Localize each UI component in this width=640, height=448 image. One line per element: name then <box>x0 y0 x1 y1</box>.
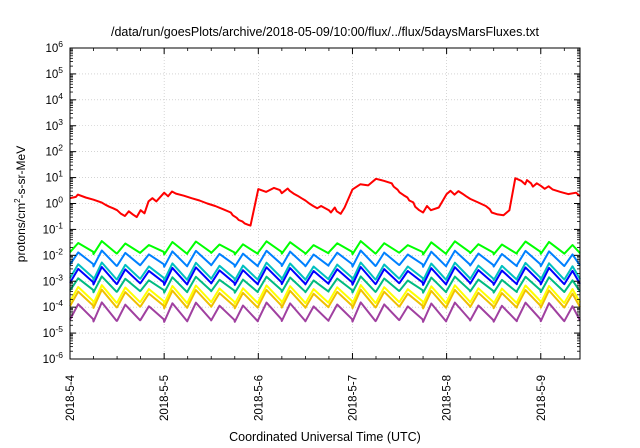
y-tick-label-base: 10 <box>43 224 56 236</box>
y-tick-label-base: 10 <box>45 95 58 107</box>
y-tick-label-exp: 5 <box>58 65 63 75</box>
flux-series-line <box>69 288 581 310</box>
y-tick-label-base: 10 <box>43 328 56 340</box>
y-tick-label-exp: 1 <box>58 169 63 179</box>
y-tick-label-base: 10 <box>45 69 58 81</box>
y-tick-label-base: 10 <box>43 276 56 288</box>
y-tick-label-exp: 0 <box>58 195 63 205</box>
y-axis: 10-610-510-410-310-210-11001011021031041… <box>43 39 580 366</box>
y-tick-label-base: 10 <box>45 43 58 55</box>
y-tick-label-exp: -2 <box>55 246 63 256</box>
y-tick-label: 103 <box>45 117 63 133</box>
flux-series-line <box>69 240 581 256</box>
y-tick-label-base: 10 <box>45 199 58 211</box>
plot-lines <box>69 177 581 323</box>
flux-series-line <box>69 266 581 286</box>
y-tick-label-exp: -3 <box>55 272 63 282</box>
y-tick-label-exp: 2 <box>58 143 63 153</box>
y-tick-label-exp: -6 <box>55 350 63 360</box>
y-tick-label-base: 10 <box>43 250 56 262</box>
y-tick-label-exp: 3 <box>58 117 63 127</box>
x-tick-label: 2018-5-7 <box>347 375 359 421</box>
y-tick-label: 102 <box>45 143 63 159</box>
x-axis: 2018-5-4 2018-5-5 2018-5-6 2018-5-7 2018-5-8… <box>65 48 565 421</box>
y-tick-label: 106 <box>45 39 63 55</box>
flux-series-line <box>69 275 581 294</box>
y-tick-label: 10-4 <box>43 298 64 314</box>
y-tick-label-exp: 4 <box>58 91 63 101</box>
grid <box>69 47 580 360</box>
flux-series-line-main <box>69 177 581 227</box>
y-tick-label: 101 <box>45 169 63 185</box>
chart-title: /data/run/goesPlots/archive/2018-05-09/1… <box>111 25 540 39</box>
y-axis-label-rest: -s-sr-MeV <box>14 146 28 199</box>
x-tick-label: 2018-5-4 <box>65 374 77 421</box>
x-tick-label: 2018-5-8 <box>442 375 454 421</box>
y-tick-label: 10-2 <box>43 246 64 262</box>
x-axis-label: Coordinated Universal Time (UTC) <box>229 430 421 444</box>
y-tick-label-base: 10 <box>45 173 58 185</box>
flux-series-line <box>69 261 581 282</box>
y-tick-label: 105 <box>45 65 63 81</box>
y-axis-label-base: protons/cm <box>14 203 28 262</box>
y-tick-label: 10-1 <box>43 220 64 236</box>
y-tick-label: 10-5 <box>43 324 64 340</box>
flux-series-line <box>69 249 581 268</box>
y-tick-label-exp: 6 <box>58 39 63 49</box>
y-tick-label-base: 10 <box>45 147 58 159</box>
y-tick-label-exp: -5 <box>55 324 63 334</box>
x-tick-label: 2018-5-6 <box>253 375 265 421</box>
y-tick-label-base: 10 <box>45 121 58 133</box>
flux-series-line <box>69 284 581 305</box>
y-tick-label-exp: -1 <box>55 220 63 230</box>
y-tick-label-exp: -4 <box>55 298 63 308</box>
y-tick-label: 10-6 <box>43 350 64 366</box>
y-tick-label: 104 <box>45 91 63 107</box>
y-tick-label-base: 10 <box>43 302 56 314</box>
x-tick-label: 2018-5-9 <box>536 375 548 421</box>
y-tick-label-base: 10 <box>43 354 56 366</box>
y-tick-label: 10-3 <box>43 272 64 288</box>
y-axis-label-sup: 2 <box>13 198 22 203</box>
x-tick-label: 2018-5-5 <box>159 375 171 421</box>
y-axis-label: protons/cm2-s-sr-MeV <box>13 146 28 262</box>
y-tick-label: 100 <box>45 195 63 211</box>
flux-series-line <box>69 301 581 323</box>
